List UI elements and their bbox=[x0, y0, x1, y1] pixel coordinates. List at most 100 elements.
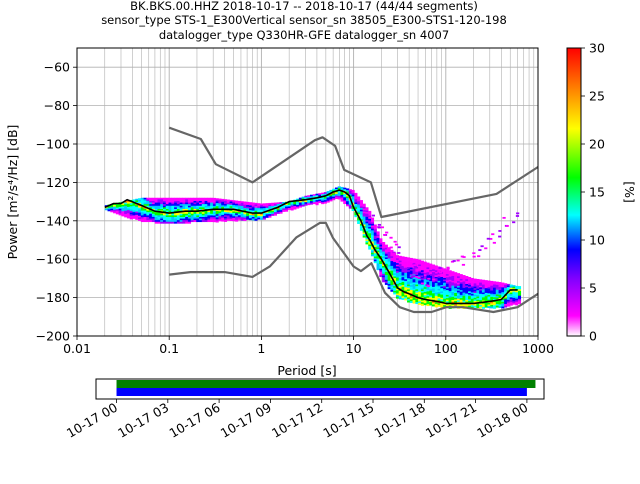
density-cell bbox=[418, 280, 422, 283]
density-cell bbox=[171, 205, 175, 208]
density-cell bbox=[398, 283, 402, 285]
outlier-cell bbox=[498, 235, 502, 238]
density-cell bbox=[484, 289, 488, 292]
density-cell bbox=[254, 206, 258, 208]
density-cell bbox=[337, 194, 341, 197]
density-cell bbox=[185, 220, 189, 223]
density-cell bbox=[146, 212, 150, 215]
density-cell bbox=[470, 289, 474, 292]
density-cell bbox=[473, 289, 477, 292]
density-cell bbox=[490, 284, 494, 287]
density-cell bbox=[429, 285, 433, 288]
density-cell bbox=[174, 216, 178, 219]
outlier-cell bbox=[368, 216, 372, 219]
density-cell bbox=[470, 295, 474, 298]
density-cell bbox=[171, 220, 175, 223]
density-cell bbox=[237, 200, 241, 203]
outlier-cell bbox=[410, 276, 414, 278]
density-cell bbox=[204, 216, 208, 219]
density-cell bbox=[232, 209, 236, 212]
density-cell bbox=[387, 269, 391, 272]
density-cell bbox=[215, 214, 219, 217]
density-cell bbox=[420, 286, 424, 289]
density-cell bbox=[218, 214, 222, 217]
density-cell bbox=[121, 208, 125, 210]
density-cell bbox=[509, 295, 513, 298]
density-cell bbox=[354, 194, 358, 197]
density-cell bbox=[140, 218, 144, 221]
density-cell bbox=[370, 236, 375, 239]
density-cell bbox=[465, 284, 469, 286]
density-cell bbox=[512, 293, 516, 296]
density-cell bbox=[246, 214, 250, 217]
density-cell bbox=[409, 285, 413, 288]
density-cell bbox=[282, 205, 286, 208]
density-cell bbox=[187, 205, 192, 208]
density-cell bbox=[174, 210, 178, 213]
density-cell bbox=[445, 299, 449, 302]
density-cell bbox=[365, 216, 369, 219]
density-cell bbox=[240, 215, 244, 218]
density-cell bbox=[407, 274, 411, 277]
density-cell bbox=[479, 279, 483, 282]
density-cell bbox=[407, 268, 411, 271]
density-cell bbox=[493, 305, 497, 308]
density-cell bbox=[393, 257, 397, 260]
density-cell bbox=[126, 200, 131, 203]
outlier-cell bbox=[397, 252, 401, 254]
density-cell bbox=[235, 218, 239, 221]
density-cell bbox=[476, 290, 480, 293]
density-cell bbox=[420, 287, 424, 290]
density-cell bbox=[251, 215, 255, 218]
density-cell bbox=[187, 202, 192, 205]
density-cell bbox=[124, 204, 128, 207]
density-cell bbox=[445, 275, 449, 278]
density-cell bbox=[398, 279, 402, 282]
density-cell bbox=[426, 296, 430, 299]
colorbar-gradient bbox=[566, 47, 582, 337]
density-cell bbox=[409, 286, 413, 289]
density-cell bbox=[362, 205, 366, 208]
high-noise-model-line bbox=[168, 126, 538, 219]
density-cell bbox=[240, 204, 244, 207]
density-cell bbox=[365, 224, 369, 227]
density-cell bbox=[362, 219, 366, 222]
density-cell bbox=[204, 205, 208, 208]
coverage-tick-label: 10-17 12 bbox=[269, 400, 325, 441]
density-cell bbox=[420, 294, 424, 297]
density-cell bbox=[135, 206, 139, 209]
density-cell bbox=[351, 191, 355, 194]
density-cell bbox=[404, 269, 408, 272]
density-cell bbox=[171, 207, 175, 210]
density-cell bbox=[415, 286, 419, 289]
density-cell bbox=[423, 282, 427, 285]
density-cell bbox=[171, 213, 175, 216]
density-cell bbox=[262, 216, 266, 219]
density-cell bbox=[179, 200, 183, 203]
density-cell bbox=[484, 297, 488, 300]
density-cell bbox=[262, 212, 266, 215]
density-cell bbox=[504, 286, 508, 289]
density-cell bbox=[365, 207, 369, 210]
density-cell bbox=[465, 301, 469, 304]
density-cell bbox=[262, 217, 266, 220]
density-cell bbox=[373, 256, 377, 259]
density-cell bbox=[168, 215, 172, 218]
density-cell bbox=[354, 204, 358, 206]
density-cell bbox=[448, 270, 452, 273]
density-cell bbox=[390, 280, 394, 283]
outlier-cell bbox=[472, 252, 476, 255]
density-cell bbox=[357, 199, 361, 202]
density-cell bbox=[384, 268, 388, 271]
density-cell bbox=[407, 262, 411, 265]
density-cell bbox=[165, 199, 169, 202]
density-cell bbox=[346, 190, 350, 192]
density-cell bbox=[162, 204, 167, 207]
density-cell bbox=[398, 270, 402, 273]
density-cell bbox=[151, 213, 155, 216]
density-cell bbox=[459, 299, 463, 302]
density-cell bbox=[423, 296, 427, 299]
density-cell bbox=[451, 295, 455, 298]
density-cell bbox=[365, 220, 369, 222]
density-cell bbox=[401, 296, 405, 299]
